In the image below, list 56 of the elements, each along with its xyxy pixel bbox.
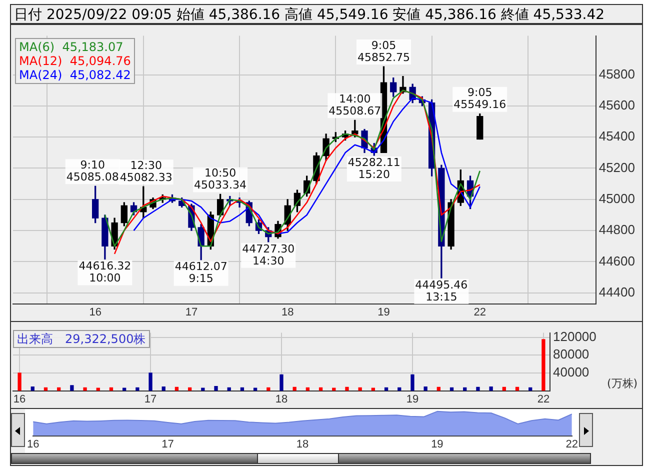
x-tick-label: 16: [13, 393, 26, 406]
annotation: 44612.07 9:15: [174, 260, 228, 286]
x-tick-label: 17: [162, 438, 174, 450]
y-tick-label: 44800: [598, 222, 636, 238]
x-tick-label: 22: [474, 306, 486, 318]
y-axis-title: (万株): [607, 376, 638, 391]
x-tick-label: 16: [26, 438, 40, 450]
bar: [489, 386, 493, 391]
x-tick-label: 17: [144, 393, 157, 406]
bar: [542, 339, 546, 391]
bar: [148, 372, 152, 391]
annotation: 45282.11 15:20: [348, 156, 400, 181]
x-tick-label: 19: [406, 393, 419, 406]
y-tick-label: 44400: [598, 284, 636, 300]
bar: [83, 387, 87, 391]
bar: [70, 385, 74, 391]
x-tick-label: 18: [275, 393, 288, 406]
x-tick-label: 19: [378, 306, 390, 318]
bar: [214, 386, 218, 391]
y-tick-label: 45400: [598, 128, 636, 144]
y-tick-label: 45600: [598, 97, 636, 112]
y-tick-label: 80000: [553, 346, 590, 362]
annotation: 44616.32 10:00: [78, 260, 132, 285]
bar: [136, 387, 140, 391]
bar: [280, 374, 284, 391]
annotation: 44495.46 13:15: [415, 278, 468, 304]
x-tick-label: 18: [296, 438, 309, 450]
annotation: 14:00 45508.67: [328, 92, 382, 118]
annotation: 9:05 45852.75: [358, 38, 410, 64]
y-tick-label: 45000: [598, 190, 636, 206]
y-tick-label: 40000: [553, 364, 590, 380]
text: MA(24) 45,082.42: [19, 68, 131, 82]
x-tick-label: 22: [566, 438, 578, 450]
bar: [424, 386, 428, 391]
annotation: 9:05 45549.16: [454, 86, 506, 112]
x-tick-label: 18: [281, 306, 294, 318]
chart-title: 出来高 29,322,500株: [13, 330, 150, 348]
bar: [18, 372, 22, 391]
text: MA(6) 45,183.07: [19, 40, 124, 54]
bar: [410, 374, 414, 391]
annotation: 12:30 45082.33: [120, 158, 172, 184]
x-tick-label: 22: [537, 393, 550, 406]
y-tick-label: 44600: [598, 253, 636, 268]
chart-title: 日付 2025/09/22 09:05 始値 45,386.16 高値 45,549.16 安値 45,386.16 終値 45,533.42: [10, 4, 643, 24]
x-tick-label: 16: [89, 306, 102, 318]
text: MA(12) 45,094.76: [19, 54, 131, 68]
annotation: 10:50 45033.34: [194, 166, 247, 192]
y-tick-label: 45200: [598, 160, 636, 175]
x-tick-label: 17: [185, 306, 198, 318]
bar: [345, 386, 349, 391]
x-tick-label: 19: [431, 438, 444, 450]
annotation: 9:10 45085.08: [66, 158, 119, 184]
y-tick-label: 120000: [553, 328, 596, 344]
bar: [476, 386, 480, 391]
y-tick-label: 45800: [598, 66, 636, 82]
annotation: 44727.30 14:30: [242, 242, 295, 268]
